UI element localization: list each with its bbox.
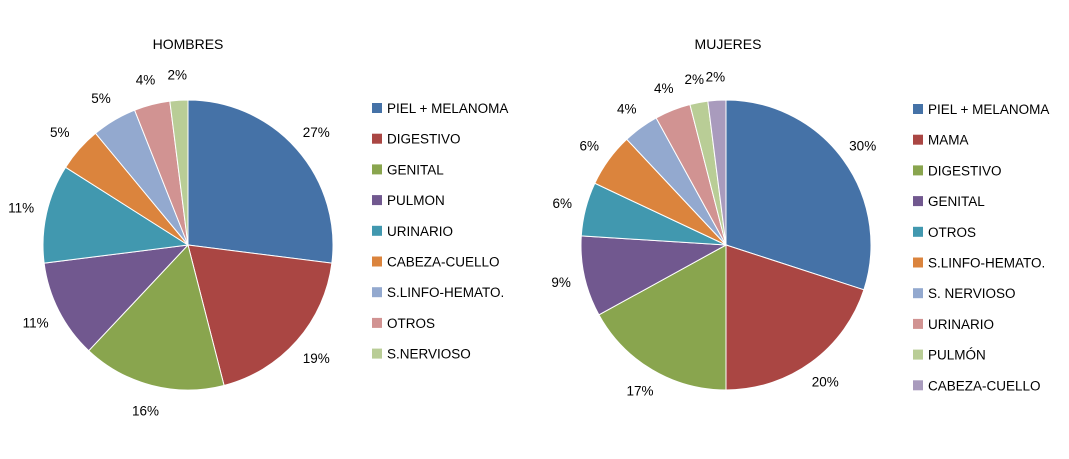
legend-label: PIEL + MELANOMA <box>928 102 1049 117</box>
legend-item-piel-melanoma: PIEL + MELANOMA <box>913 102 1049 117</box>
legend-swatch <box>372 348 382 359</box>
legend-item-pulm-n: PULMÓN <box>913 348 986 363</box>
legend-swatch <box>372 133 382 144</box>
legend-item-urinario: URINARIO <box>913 317 994 332</box>
legend-swatch <box>913 104 923 114</box>
legend-label: DIGESTIVO <box>928 163 1002 178</box>
data-label-otros: 4% <box>136 72 156 87</box>
data-label-s-nervioso: 4% <box>617 101 637 116</box>
data-label-piel-melanoma: 27% <box>303 125 330 140</box>
legend-label: CABEZA-CUELLO <box>928 378 1041 393</box>
legend-swatch <box>372 225 382 236</box>
data-label-cabeza-cuello: 5% <box>50 125 70 140</box>
data-label-s-linfo-hemato: 5% <box>91 91 111 106</box>
data-label-mama: 20% <box>812 375 839 390</box>
data-label-cabeza-cuello: 2% <box>706 69 726 84</box>
pie-slice-piel-melanoma <box>187 99 334 264</box>
legend-item-s-linfo-hemato: S.LINFO-HEMATO. <box>372 285 504 300</box>
legend-item-mama: MAMA <box>913 133 969 148</box>
chart-title-hombres: HOMBRES <box>153 36 224 52</box>
data-label-pulmon: 11% <box>23 316 49 331</box>
data-label-s-nervioso: 2% <box>168 67 188 82</box>
legend-label: CABEZA-CUELLO <box>387 255 500 270</box>
legend-label: URINARIO <box>928 317 994 332</box>
pie-slice-s-nervioso <box>169 99 189 246</box>
legend-swatch <box>913 226 923 237</box>
pie-chart-mujeres: MUJERES 30% 20% 17% 9% 6% 6% 4% 4% 2% 2% PIEL + ME… <box>551 36 1049 399</box>
legend-swatch <box>372 103 382 113</box>
legend-label: PULMON <box>387 193 445 208</box>
legend-label: PULMÓN <box>928 348 986 363</box>
legend-swatch <box>372 164 382 175</box>
legend-item-cabeza-cuello: CABEZA-CUELLO <box>372 255 500 270</box>
legend-item-s-linfo-hemato: S.LINFO-HEMATO. <box>913 256 1045 271</box>
legend-item-otros: OTROS <box>913 225 976 240</box>
pie-slice-piel-melanoma <box>725 99 872 291</box>
legend-item-digestivo: DIGESTIVO <box>372 132 461 147</box>
legend-item-pulmon: PULMON <box>372 193 445 208</box>
legend-label: MAMA <box>928 133 969 148</box>
pie-slice-urinario <box>42 166 190 264</box>
legend-label: PIEL + MELANOMA <box>387 101 508 116</box>
legend-item-genital: GENITAL <box>372 162 444 177</box>
legend-swatch <box>372 256 382 267</box>
data-label-digestivo: 17% <box>626 384 653 399</box>
legend-item-otros: OTROS <box>372 316 435 331</box>
legend-item-urinario: URINARIO <box>372 224 453 239</box>
pie-slice-pulmon <box>43 244 190 352</box>
pie-chart-hombres: HOMBRES 27% 19% 16% 11% 11% 5% 5% 4% 2% PIEL + ME… <box>8 36 508 419</box>
pie-slice-cabeza-cuello <box>707 99 727 246</box>
legend-item-cabeza-cuello: CABEZA-CUELLO <box>913 378 1041 393</box>
legend-item-digestivo: DIGESTIVO <box>913 163 1002 178</box>
data-label-urinario: 4% <box>654 81 674 96</box>
data-label-urinario: 11% <box>8 201 34 216</box>
data-label-s-linfo-hemato: 6% <box>580 139 600 154</box>
legend-swatch <box>913 134 923 145</box>
legend-label: OTROS <box>928 225 976 240</box>
pie-slice-digestivo <box>598 244 727 391</box>
legend-swatch <box>913 165 923 176</box>
legend-swatch <box>372 317 382 328</box>
legend-label: URINARIO <box>387 224 453 239</box>
legend-label: DIGESTIVO <box>387 132 461 147</box>
legend-label: S.LINFO-HEMATO. <box>387 285 504 300</box>
legend-swatch <box>913 380 923 391</box>
legend-item-s-nervioso: S. NERVIOSO <box>913 286 1016 301</box>
legend-item-s-nervioso: S.NERVIOSO <box>372 347 471 362</box>
legend-swatch <box>913 257 923 268</box>
legend-label: OTROS <box>387 316 435 331</box>
legend-item-genital: GENITAL <box>913 194 985 209</box>
legend-label: GENITAL <box>928 194 985 209</box>
legend-swatch <box>913 349 923 360</box>
pie-slice-digestivo <box>187 244 333 387</box>
data-label-genital: 9% <box>551 275 571 290</box>
data-label-piel-melanoma: 30% <box>849 139 876 154</box>
legend-item-piel-melanoma: PIEL + MELANOMA <box>372 101 508 116</box>
legend-swatch <box>913 288 923 299</box>
data-label-otros: 6% <box>553 196 573 211</box>
legend-label: S.LINFO-HEMATO. <box>928 256 1045 271</box>
data-label-pulm-n: 2% <box>685 72 705 87</box>
legend-label: S.NERVIOSO <box>387 347 471 362</box>
legend-swatch <box>913 196 923 207</box>
legend-label: S. NERVIOSO <box>928 286 1016 301</box>
data-label-digestivo: 19% <box>303 351 330 366</box>
pie-slice-mama <box>725 244 865 391</box>
legend-swatch <box>913 318 923 329</box>
pie-slice-genital <box>580 235 728 316</box>
legend-swatch <box>372 195 382 206</box>
data-label-genital: 16% <box>132 404 159 419</box>
pie-slice-genital <box>88 243 225 391</box>
legend-swatch <box>372 287 382 298</box>
chart-title-mujeres: MUJERES <box>695 36 762 52</box>
legend-label: GENITAL <box>387 162 444 177</box>
